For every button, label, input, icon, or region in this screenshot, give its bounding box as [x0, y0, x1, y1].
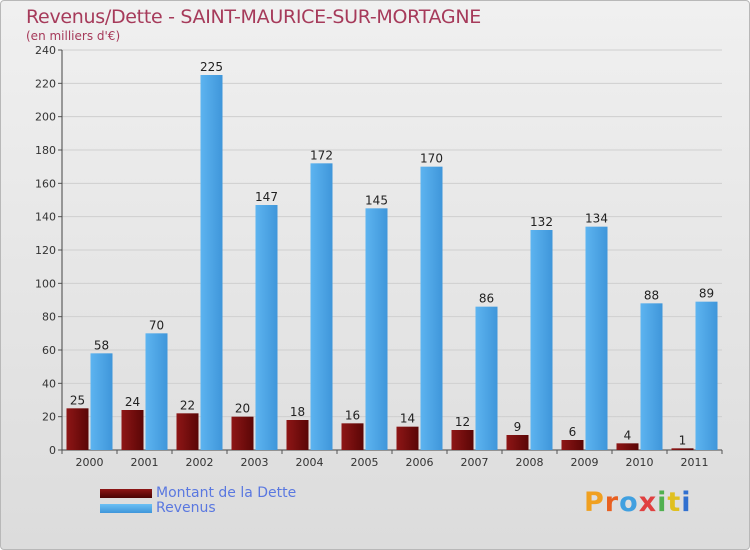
bar-dette-2008	[506, 435, 529, 450]
label-revenus-2003: 147	[255, 190, 278, 204]
x-tick-label-2006: 2006	[406, 456, 434, 469]
bar-dette-2004	[286, 420, 309, 450]
bar-revenus-2002	[200, 75, 223, 450]
x-tick-label-2005: 2005	[351, 456, 379, 469]
bar-revenus-2010	[640, 303, 663, 450]
label-revenus-2001: 70	[149, 318, 164, 332]
x-tick-label-2000: 2000	[76, 456, 104, 469]
bar-revenus-2003	[255, 205, 278, 450]
label-revenus-2006: 170	[420, 152, 443, 166]
bar-revenus-2005	[365, 208, 388, 450]
logo-letter: P	[584, 487, 605, 518]
logo-letter: i	[681, 487, 692, 518]
x-tick-label-2009: 2009	[571, 456, 599, 469]
label-revenus-2004: 172	[310, 148, 333, 162]
label-revenus-2008: 132	[530, 215, 553, 229]
x-tick-label-2002: 2002	[186, 456, 214, 469]
legend-label-dette: Montant de la Dette	[156, 485, 297, 501]
y-tick-label-120: 120	[35, 244, 56, 257]
label-dette-2005: 16	[345, 408, 360, 422]
label-dette-2007: 12	[455, 415, 470, 429]
logo-letter: t	[667, 487, 682, 518]
bar-dette-2007	[451, 430, 474, 450]
label-revenus-2002: 225	[200, 60, 223, 74]
y-tick-label-220: 220	[35, 77, 56, 90]
bar-dette-2003	[231, 416, 254, 450]
bar-revenus-2004	[310, 163, 333, 451]
y-tick-label-200: 200	[35, 111, 56, 124]
bar-dette-2002	[176, 413, 199, 450]
bar-dette-2005	[341, 423, 364, 450]
label-dette-2003: 20	[235, 402, 250, 416]
logo-letter: i	[657, 487, 668, 518]
y-tick-label-80: 80	[42, 311, 56, 324]
y-tick-label-100: 100	[35, 277, 56, 290]
x-tick-label-2001: 2001	[131, 456, 159, 469]
y-tick-label-140: 140	[35, 211, 56, 224]
chart-title: Revenus/Dette - SAINT-MAURICE-SUR-MORTAG…	[26, 6, 481, 28]
y-tick-label-240: 240	[35, 44, 56, 57]
legend-swatch-dette	[100, 489, 152, 498]
chart-subtitle: (en milliers d'€)	[26, 29, 121, 43]
legend-swatch-revenus	[100, 504, 152, 513]
label-revenus-2011: 89	[699, 287, 714, 301]
logo-letter: x	[638, 487, 658, 518]
proxiti-logo: Proxiti	[584, 487, 692, 518]
y-tick-label-160: 160	[35, 177, 56, 190]
data-labels: 2558247022225201471817216145141701286913…	[70, 60, 714, 447]
label-revenus-2005: 145	[365, 193, 388, 207]
bar-dette-2010	[616, 443, 639, 450]
bar-revenus-2007	[475, 306, 498, 450]
x-tick-label-2007: 2007	[461, 456, 489, 469]
label-dette-2004: 18	[290, 405, 305, 419]
label-dette-2009: 6	[569, 425, 577, 439]
label-dette-2001: 24	[125, 395, 140, 409]
bar-revenus-2009	[585, 226, 608, 450]
label-revenus-2010: 88	[644, 288, 659, 302]
grid-lines	[62, 49, 722, 451]
x-tick-label-2004: 2004	[296, 456, 324, 469]
label-dette-2008: 9	[514, 420, 522, 434]
logo-letter: o	[619, 487, 639, 518]
y-tick-label-60: 60	[42, 344, 56, 357]
x-tick-label-2010: 2010	[626, 456, 654, 469]
label-dette-2011: 1	[679, 433, 687, 447]
bars	[66, 75, 718, 451]
bar-revenus-2006	[420, 166, 443, 450]
y-tick-label-20: 20	[42, 411, 56, 424]
label-revenus-2007: 86	[479, 292, 494, 306]
legend-label-revenus: Revenus	[156, 500, 216, 516]
label-revenus-2000: 58	[94, 338, 109, 352]
label-dette-2006: 14	[400, 412, 415, 426]
x-tick-label-2003: 2003	[241, 456, 269, 469]
y-tick-label-180: 180	[35, 144, 56, 157]
x-tick-label-2008: 2008	[516, 456, 544, 469]
x-tick-label-2011: 2011	[681, 456, 709, 469]
y-tick-label-0: 0	[49, 444, 56, 457]
bar-revenus-2001	[145, 333, 168, 450]
bar-revenus-2011	[695, 301, 718, 450]
logo-letter: r	[604, 487, 620, 518]
bar-dette-2001	[121, 410, 144, 450]
bar-dette-2000	[66, 408, 89, 450]
y-tick-label-40: 40	[42, 377, 56, 390]
bar-dette-2011	[671, 448, 694, 450]
label-dette-2010: 4	[624, 428, 632, 442]
bar-dette-2009	[561, 440, 584, 450]
label-revenus-2009: 134	[585, 212, 608, 226]
bar-revenus-2008	[530, 230, 553, 450]
label-dette-2002: 22	[180, 398, 195, 412]
label-dette-2000: 25	[70, 393, 85, 407]
bar-revenus-2000	[90, 353, 113, 450]
bar-dette-2006	[396, 426, 419, 450]
